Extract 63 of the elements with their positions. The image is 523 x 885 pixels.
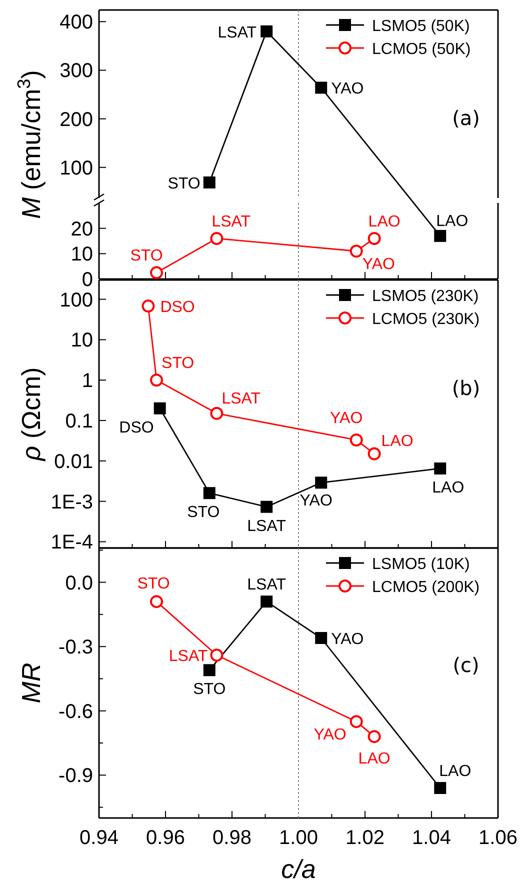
annotation: STO [130, 248, 163, 265]
legend-label: LCMO5 (230K) [372, 311, 480, 328]
annotation: LAO [432, 479, 464, 496]
annotation: (a) [452, 106, 480, 130]
annotation: LAO [439, 763, 472, 780]
annotation: STO [137, 576, 170, 593]
y-tick-label: 0.0 [65, 572, 93, 594]
y-tick-label: 0.01 [54, 450, 93, 473]
x-tick-label: 0.96 [146, 827, 185, 849]
y-tick-label: 100 [60, 289, 93, 312]
annotation: LSAT [222, 390, 261, 408]
y-tick-label: 0.1 [65, 410, 93, 433]
y-tick-label: 0 [82, 269, 93, 291]
x-axis-title: c/a [281, 854, 316, 884]
annotation: YAO [314, 726, 346, 744]
y-tick-label: 1E-4 [50, 532, 93, 554]
y-tick-label: 10 [70, 244, 93, 266]
annotation: STO [187, 504, 220, 522]
x-tick-label: 1.00 [279, 827, 318, 849]
y-axis-title: ρ (Ωcm) [16, 367, 46, 462]
x-tick-label: 1.04 [412, 827, 451, 849]
annotation: YAO [331, 631, 364, 648]
annotation: DSO [119, 419, 154, 436]
annotation: YAO [330, 410, 363, 427]
annotation: (b) [452, 376, 480, 400]
annotation: LAO [358, 750, 390, 768]
x-tick-label: 0.94 [80, 827, 118, 849]
y-axis-title: MR [16, 662, 46, 704]
annotation: LAO [381, 432, 414, 450]
annotation: STO [193, 681, 226, 698]
annotation: LAO [368, 213, 400, 230]
y-tick-label: 100 [60, 157, 93, 180]
y-tick-label: -0.3 [58, 636, 93, 659]
y-tick-label: -0.6 [58, 700, 93, 723]
y-tick-label: 300 [60, 60, 93, 82]
annotation: LSAT [247, 576, 286, 594]
x-tick-label: 0.98 [212, 827, 252, 849]
annotation: YAO [331, 80, 364, 98]
y-tick-label: 20 [70, 218, 93, 240]
y-tick-label: 200 [60, 108, 93, 131]
y-tick-label: 1 [82, 370, 93, 392]
annotation: LAO [436, 212, 468, 230]
annotation: LSAT [247, 518, 286, 535]
y-tick-label: 10 [70, 330, 93, 352]
y-tick-label: 1E-3 [50, 491, 93, 514]
legend-label: LCMO5 (200K) [372, 579, 480, 596]
legend-label: LCMO5 (50K) [372, 41, 471, 58]
y-tick-label: -0.9 [58, 765, 93, 788]
annotation: STO [168, 175, 200, 192]
legend-label: LSMO5 (230K) [372, 288, 479, 305]
annotation: LSAT [168, 648, 208, 666]
y-tick-label: 400 [60, 12, 93, 34]
legend-label: LSMO5 (50K) [372, 18, 470, 35]
annotation: LSAT [212, 213, 251, 230]
x-tick-label: 1.06 [478, 827, 518, 849]
annotation: STO [162, 355, 194, 372]
annotation: YAO [300, 492, 332, 510]
annotation: YAO [362, 256, 395, 274]
legend-label: LSMO5 (10K) [372, 556, 470, 573]
annotation: (c) [452, 653, 480, 677]
annotation: LSAT [218, 24, 257, 42]
annotation: DSO [160, 299, 195, 316]
x-tick-label: 1.02 [346, 827, 384, 849]
